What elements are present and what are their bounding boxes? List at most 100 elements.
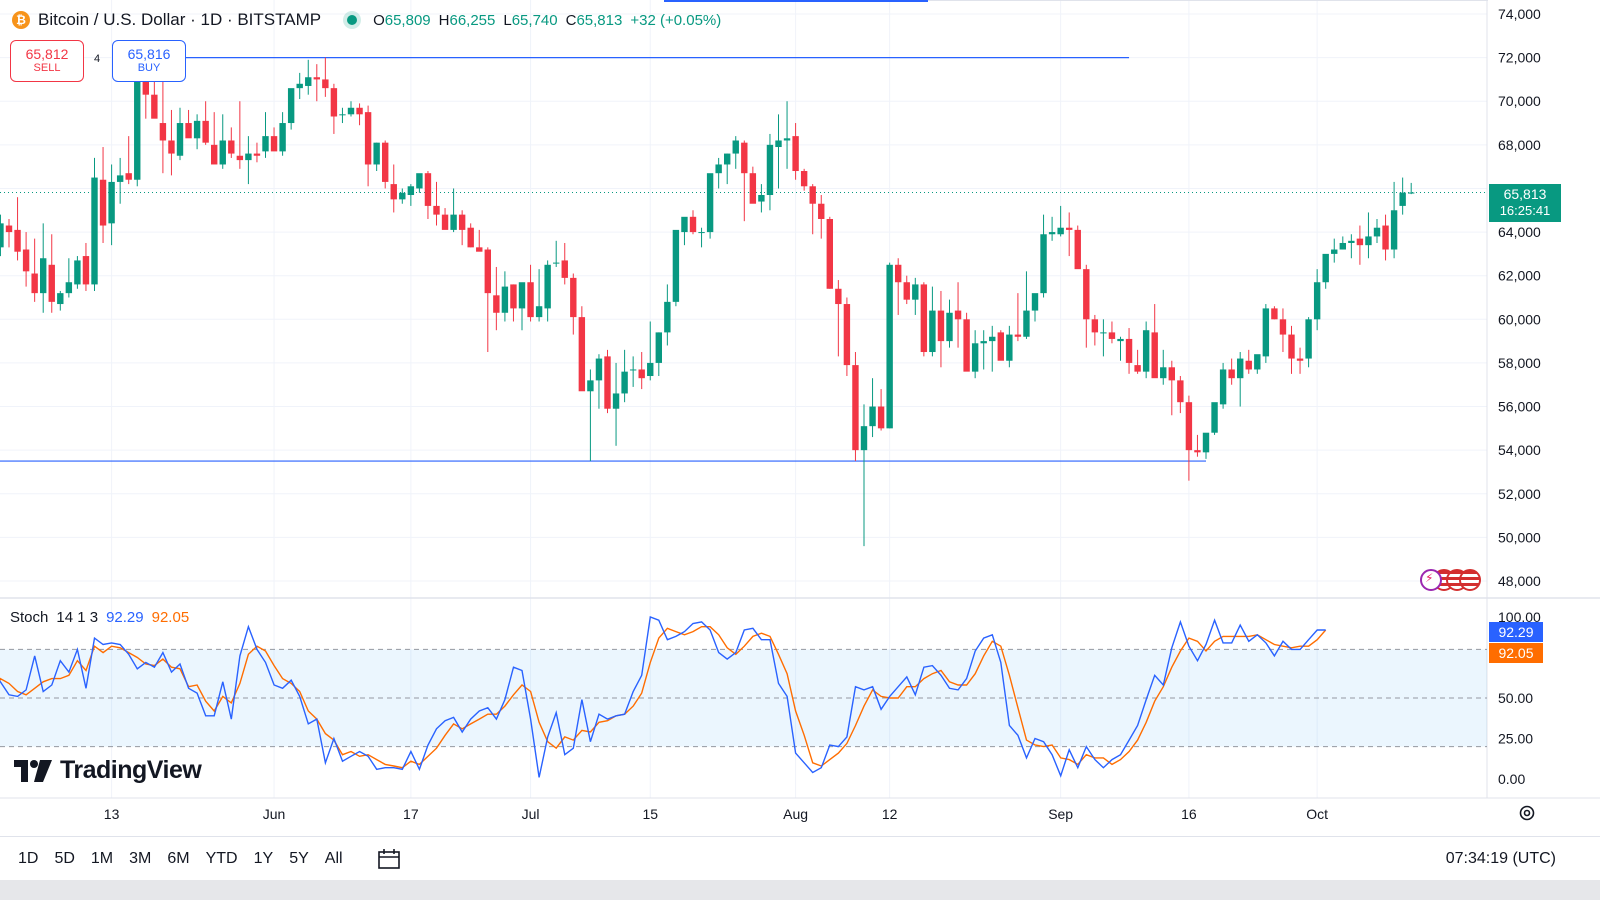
candle-body-up	[1254, 354, 1261, 370]
candle-body-down	[877, 406, 885, 429]
range-button-3m[interactable]: 3M	[129, 850, 152, 867]
candle-body-down	[1083, 269, 1090, 320]
candle-body-up	[1262, 308, 1270, 357]
candle-body-up	[1322, 253, 1329, 283]
high-key: H	[438, 11, 450, 29]
candle-body-down	[954, 310, 962, 320]
buy-button[interactable]: 65,816 BUY	[112, 40, 186, 82]
range-button-1y[interactable]: 1Y	[253, 850, 274, 867]
candle-body-up	[1331, 249, 1338, 254]
candle-body-up	[1305, 319, 1312, 359]
stoch-legend[interactable]: Stoch 14 1 3 92.29 92.05	[10, 609, 189, 626]
candle-body-down	[749, 173, 757, 204]
candle-body-up	[296, 83, 303, 89]
candle-body-down	[835, 288, 842, 305]
candle-body-down	[741, 142, 748, 174]
candle-body-down	[1382, 225, 1389, 250]
candle-body-down	[1168, 367, 1175, 381]
candle-body-up	[698, 232, 705, 234]
candle-body-up	[715, 164, 722, 174]
utc-clock[interactable]: 07:34:19 (UTC)	[1445, 850, 1556, 867]
top-border-line	[928, 0, 1488, 1]
candle-body-down	[322, 79, 329, 89]
candle-body-up	[373, 142, 380, 165]
range-button-6m[interactable]: 6M	[167, 850, 190, 867]
sell-button[interactable]: 65,812 SELL	[10, 40, 84, 82]
stoch-params: 14 1 3	[56, 609, 99, 626]
candle-body-up	[176, 123, 184, 156]
candle-body-down	[1185, 402, 1193, 451]
candle-body-down	[14, 229, 21, 252]
candle-body-down	[903, 282, 910, 300]
candle-body-up	[74, 260, 81, 285]
symbol-title[interactable]: Bitcoin / U.S. Dollar · 1D · BITSTAMP	[38, 10, 322, 29]
range-button-5d[interactable]: 5D	[54, 850, 75, 867]
candle-body-down	[997, 332, 1004, 361]
candle-body-up	[989, 336, 996, 342]
candle-body-up	[1100, 332, 1107, 334]
range-button-5y[interactable]: 5Y	[289, 850, 309, 867]
range-button-ytd[interactable]: YTD	[205, 850, 238, 867]
candle-body-up	[535, 306, 543, 318]
time-tick-label: Jun	[263, 806, 286, 822]
candle-body-down	[604, 356, 611, 409]
candle-body-up	[1313, 282, 1321, 320]
candle-body-down	[638, 369, 645, 379]
candle-body-down	[578, 317, 586, 392]
candle-body-up	[1023, 310, 1030, 337]
price-tick-label: 48,000	[1498, 573, 1541, 589]
stoch-k-line	[0, 616, 1326, 778]
candle-body-down	[826, 218, 833, 289]
stoch-d-line	[0, 626, 1327, 769]
candle-body-down	[963, 319, 970, 372]
price-tick-label: 56,000	[1498, 399, 1541, 415]
candle-body-down	[852, 365, 859, 451]
range-button-1d[interactable]: 1D	[18, 850, 39, 867]
range-button-all[interactable]: All	[324, 850, 343, 867]
candle-body-down	[476, 247, 483, 252]
buy-label: BUY	[137, 62, 161, 75]
candle-body-up	[245, 153, 252, 161]
candle-body-up	[587, 380, 594, 392]
candle-body-down	[1074, 229, 1081, 270]
stoch-tick-label: 100.00	[1498, 609, 1541, 625]
events-flags[interactable]	[1420, 569, 1481, 591]
time-tick-label: Oct	[1306, 806, 1328, 822]
candle-body-down	[1279, 319, 1287, 335]
candle-body-down	[484, 249, 491, 294]
candle-body-down	[1014, 334, 1022, 337]
price-tick-label: 60,000	[1498, 311, 1541, 327]
candle-body-up	[544, 264, 551, 309]
calendar-icon[interactable]	[377, 848, 401, 870]
candle-body-down	[937, 310, 945, 342]
top-accent-bar	[664, 0, 928, 2]
gear-icon[interactable]	[1516, 802, 1538, 824]
symbol-header: ₿ Bitcoin / U.S. Dollar · 1D · BITSTAMP …	[12, 8, 721, 32]
price-tick-label: 72,000	[1498, 50, 1541, 66]
candle-body-up	[869, 406, 876, 427]
candle-body-up	[612, 393, 620, 409]
range-button-1m[interactable]: 1M	[90, 850, 114, 867]
candle-body-down	[1288, 334, 1295, 359]
candle-body-up	[450, 214, 457, 230]
candle-body-down	[1271, 308, 1278, 320]
candle-body-down	[843, 304, 851, 366]
candle-body-up	[1142, 330, 1150, 372]
candle-body-up	[1348, 240, 1355, 243]
us-flag-icon[interactable]	[1459, 569, 1481, 591]
lightning-event-icon[interactable]	[1420, 569, 1442, 591]
tradingview-logo[interactable]: TradingView	[14, 756, 202, 785]
candle-body-down	[356, 107, 363, 115]
time-tick-label: 13	[104, 806, 120, 822]
price-tick-label: 52,000	[1498, 486, 1541, 502]
candle-body-up	[416, 173, 423, 189]
candle-body-up	[1408, 192, 1415, 194]
candle-body-down	[31, 273, 38, 294]
candle-body-down	[99, 179, 107, 226]
candle-body-up	[681, 216, 688, 233]
candle-body-down	[125, 173, 132, 180]
candle-body-up	[775, 140, 782, 148]
candle-body-down	[510, 284, 517, 309]
candle-body-down	[1194, 450, 1201, 453]
